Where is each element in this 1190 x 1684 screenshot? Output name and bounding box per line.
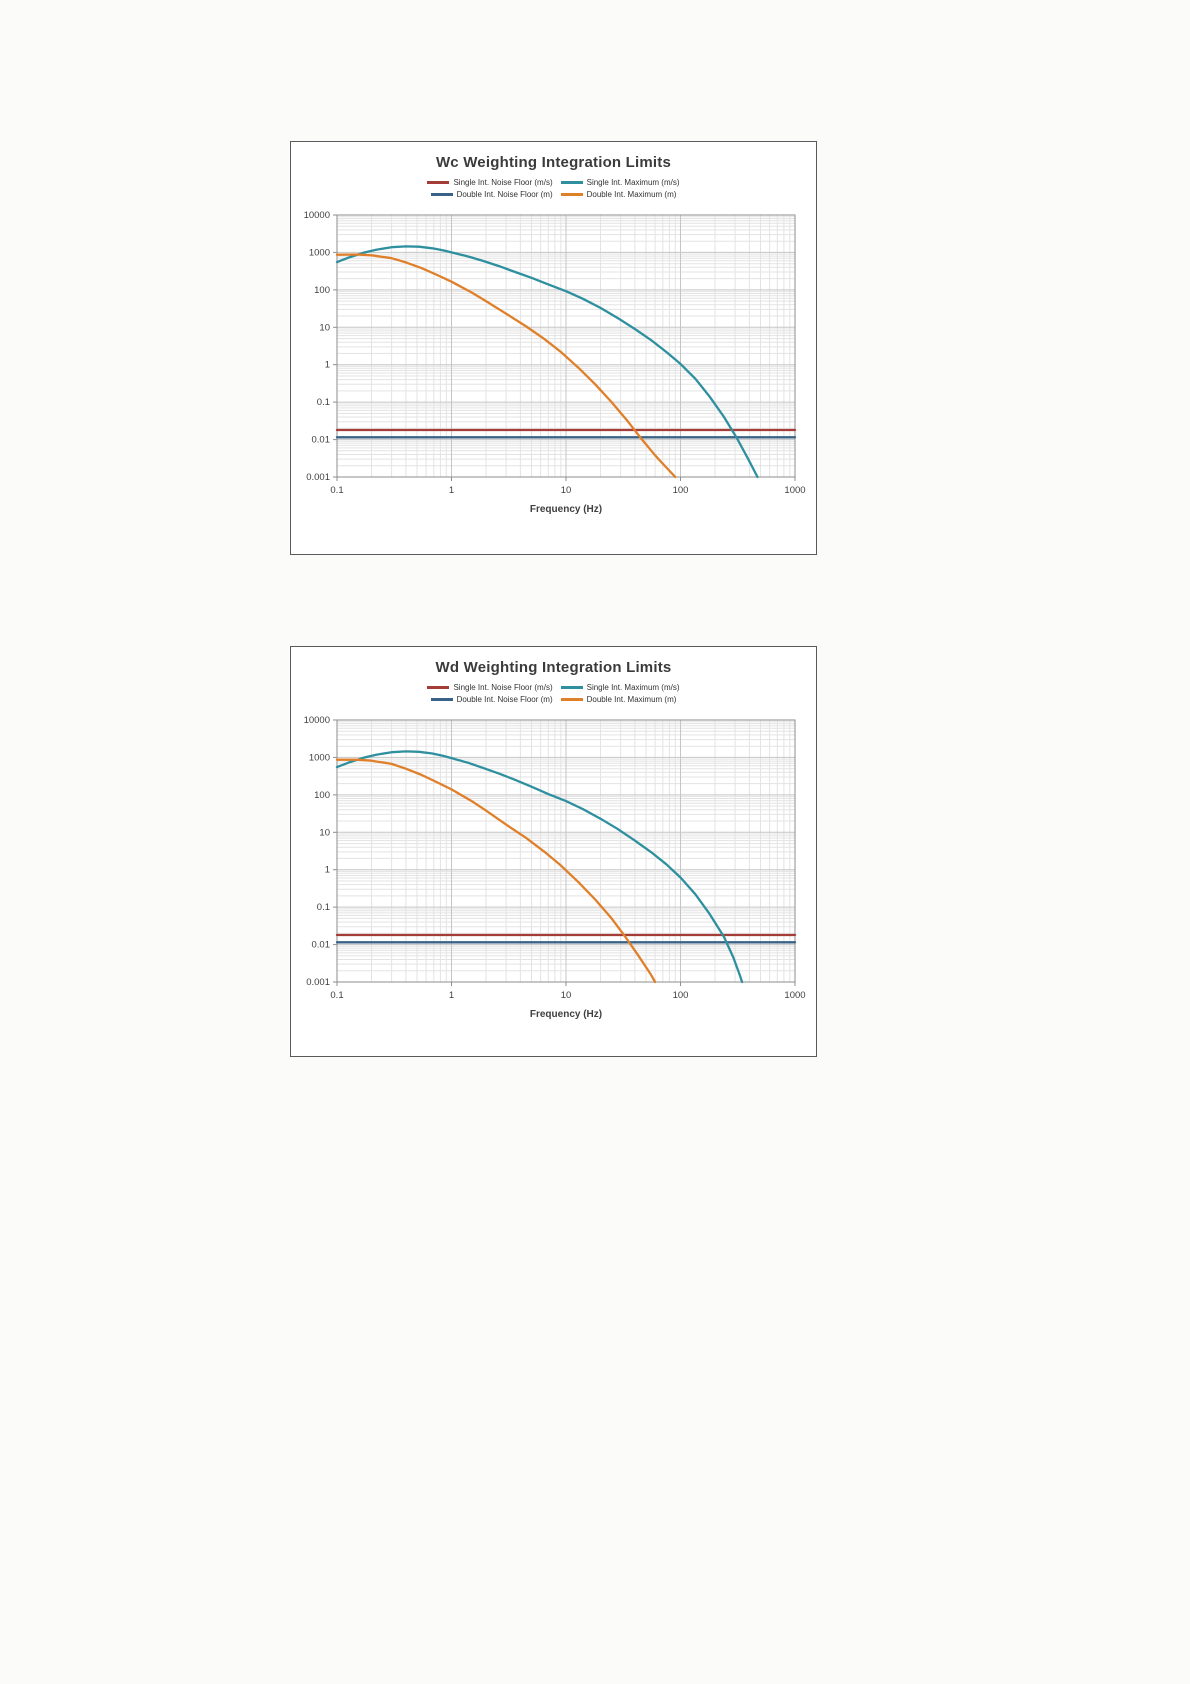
legend-row: Single Int. Noise Floor (m/s) Single Int… xyxy=(427,178,680,187)
y-tick-label: 0.001 xyxy=(306,977,330,988)
y-tick-label: 0.01 xyxy=(312,940,331,951)
x-axis-title: Frequency (Hz) xyxy=(530,504,602,515)
legend-item-single-noise-floor: Single Int. Noise Floor (m/s) xyxy=(427,683,553,692)
plot-area: 0.1 1 10 100 1000 0.001 0.01 0.1 1 10 100 1000 10000… xyxy=(304,210,806,515)
x-tick-label: 100 xyxy=(673,990,689,1001)
legend-label: Single Int. Maximum (m/s) xyxy=(586,683,680,692)
y-tick-label: 1000 xyxy=(309,752,330,763)
legend-item-single-noise-floor: Single Int. Noise Floor (m/s) xyxy=(427,178,553,187)
y-tick-label: 100 xyxy=(314,790,330,801)
x-tick-label: 1 xyxy=(449,485,454,496)
x-tick-label: 1000 xyxy=(784,990,805,1001)
legend-label: Single Int. Noise Floor (m/s) xyxy=(453,178,553,187)
x-tick-label: 10 xyxy=(561,485,572,496)
y-tick-label: 10000 xyxy=(304,210,330,221)
legend-item-double-noise-floor: Double Int. Noise Floor (m) xyxy=(430,190,553,199)
chart-wc-weighting: Wc Weighting Integration Limits Single I… xyxy=(290,141,817,555)
legend-swatch-double-noise-floor xyxy=(430,698,453,701)
legend-row: Double Int. Noise Floor (m) Double Int. … xyxy=(430,190,677,199)
chart-legend: Single Int. Noise Floor (m/s) Single Int… xyxy=(291,178,816,199)
legend-swatch-single-noise-floor xyxy=(427,181,450,184)
legend-swatch-single-noise-floor xyxy=(427,686,450,689)
x-axis-title: Frequency (Hz) xyxy=(530,1009,602,1020)
y-tick-label: 10 xyxy=(319,322,330,333)
legend-label: Single Int. Maximum (m/s) xyxy=(586,178,680,187)
legend-item-double-maximum: Double Int. Maximum (m) xyxy=(560,190,677,199)
legend-item-single-maximum: Single Int. Maximum (m/s) xyxy=(560,683,680,692)
legend-label: Double Int. Maximum (m) xyxy=(586,190,677,199)
legend-label: Double Int. Noise Floor (m) xyxy=(456,190,553,199)
x-tick-label: 0.1 xyxy=(330,990,343,1001)
legend-label: Single Int. Noise Floor (m/s) xyxy=(453,683,553,692)
y-tick-label: 0.001 xyxy=(306,472,330,483)
x-tick-label: 1 xyxy=(449,990,454,1001)
legend-item-double-noise-floor: Double Int. Noise Floor (m) xyxy=(430,695,553,704)
legend-item-double-maximum: Double Int. Maximum (m) xyxy=(560,695,677,704)
series-line-3 xyxy=(335,253,677,479)
x-tick-label: 100 xyxy=(673,485,689,496)
x-tick-label: 1000 xyxy=(784,485,805,496)
legend-swatch-single-maximum xyxy=(560,181,583,184)
legend-label: Double Int. Noise Floor (m) xyxy=(456,695,553,704)
x-tick-label: 0.1 xyxy=(330,485,343,496)
y-tick-label: 0.1 xyxy=(317,902,330,913)
legend-swatch-double-maximum xyxy=(560,193,583,196)
y-tick-label: 1000 xyxy=(309,247,330,258)
series-line-1 xyxy=(335,750,744,984)
legend-swatch-double-maximum xyxy=(560,698,583,701)
y-tick-label: 0.1 xyxy=(317,397,330,408)
legend-item-single-maximum: Single Int. Maximum (m/s) xyxy=(560,178,680,187)
legend-swatch-single-maximum xyxy=(560,686,583,689)
series-line-3 xyxy=(335,758,657,984)
chart-title: Wd Weighting Integration Limits xyxy=(435,659,672,676)
chart-title: Wc Weighting Integration Limits xyxy=(435,154,672,171)
y-tick-label: 100 xyxy=(314,285,330,296)
series-line-1 xyxy=(335,245,759,479)
legend-swatch-double-noise-floor xyxy=(430,193,453,196)
chart-legend: Single Int. Noise Floor (m/s) Single Int… xyxy=(291,683,816,704)
y-tick-label: 1 xyxy=(325,865,330,876)
x-tick-label: 10 xyxy=(561,990,572,1001)
legend-label: Double Int. Maximum (m) xyxy=(586,695,677,704)
y-tick-label: 1 xyxy=(325,360,330,371)
chart-wd-weighting: Wd Weighting Integration Limits Single I… xyxy=(290,646,817,1057)
y-tick-label: 10 xyxy=(319,827,330,838)
y-tick-label: 10000 xyxy=(304,715,330,726)
y-tick-label: 0.01 xyxy=(312,435,331,446)
plot-area: 0.1 1 10 100 1000 0.001 0.01 0.1 1 10 100 1000 10000… xyxy=(304,715,806,1020)
legend-row: Double Int. Noise Floor (m) Double Int. … xyxy=(430,695,677,704)
legend-row: Single Int. Noise Floor (m/s) Single Int… xyxy=(427,683,680,692)
